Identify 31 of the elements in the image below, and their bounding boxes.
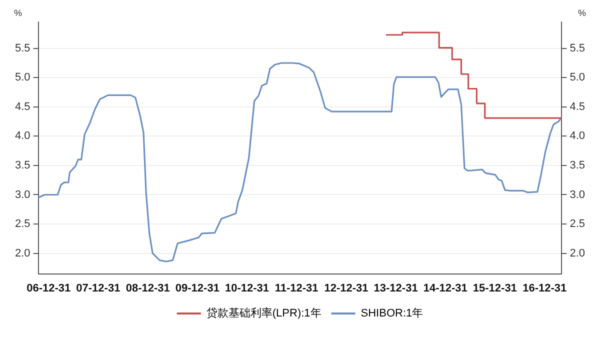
y-tick-label: 3.0 [14, 188, 30, 201]
x-tick-label: 06-12-31 [26, 282, 71, 294]
x-tick-label: 08-12-31 [126, 282, 170, 294]
x-tick-label: 09-12-31 [175, 282, 220, 294]
y2-axis-title: % [578, 8, 586, 18]
legend-label: 贷款基础利率(LPR):1年 [206, 306, 322, 320]
y-tick-label: 4.5 [14, 100, 30, 113]
x-tick-label: 10-12-31 [224, 282, 270, 294]
y2-tick-label: 5.0 [570, 72, 586, 84]
y2-tick-label: 4.5 [570, 100, 586, 113]
y-tick-label: 2.0 [14, 247, 30, 260]
y2-tick-label: 4.0 [570, 130, 586, 142]
y-tick-label: 2.5 [14, 218, 30, 230]
y-tick-label: 4.0 [14, 130, 30, 142]
y2-tick-label: 2.5 [570, 218, 586, 230]
y2-tick-label: 5.5 [570, 42, 586, 54]
x-tick-label: 13-12-31 [374, 282, 418, 294]
y-tick-label: 3.5 [14, 160, 30, 172]
x-tick-label: 16-12-31 [522, 282, 567, 294]
x-tick-label: 14-12-31 [423, 282, 468, 294]
x-tick-label: 15-12-31 [472, 282, 517, 294]
x-tick-label: 11-12-31 [274, 282, 318, 294]
y2-tick-label: 3.5 [570, 160, 586, 172]
y-axis-title: % [14, 8, 22, 18]
y-tick-label: 5.0 [14, 72, 30, 84]
x-tick-label: 07-12-31 [76, 282, 120, 294]
y2-tick-label: 2.0 [570, 247, 586, 260]
legend-label: SHIBOR:1年 [360, 308, 424, 320]
x-tick-label: 12-12-31 [324, 282, 368, 294]
y-tick-label: 5.5 [14, 42, 30, 54]
y2-tick-label: 3.0 [570, 188, 586, 201]
